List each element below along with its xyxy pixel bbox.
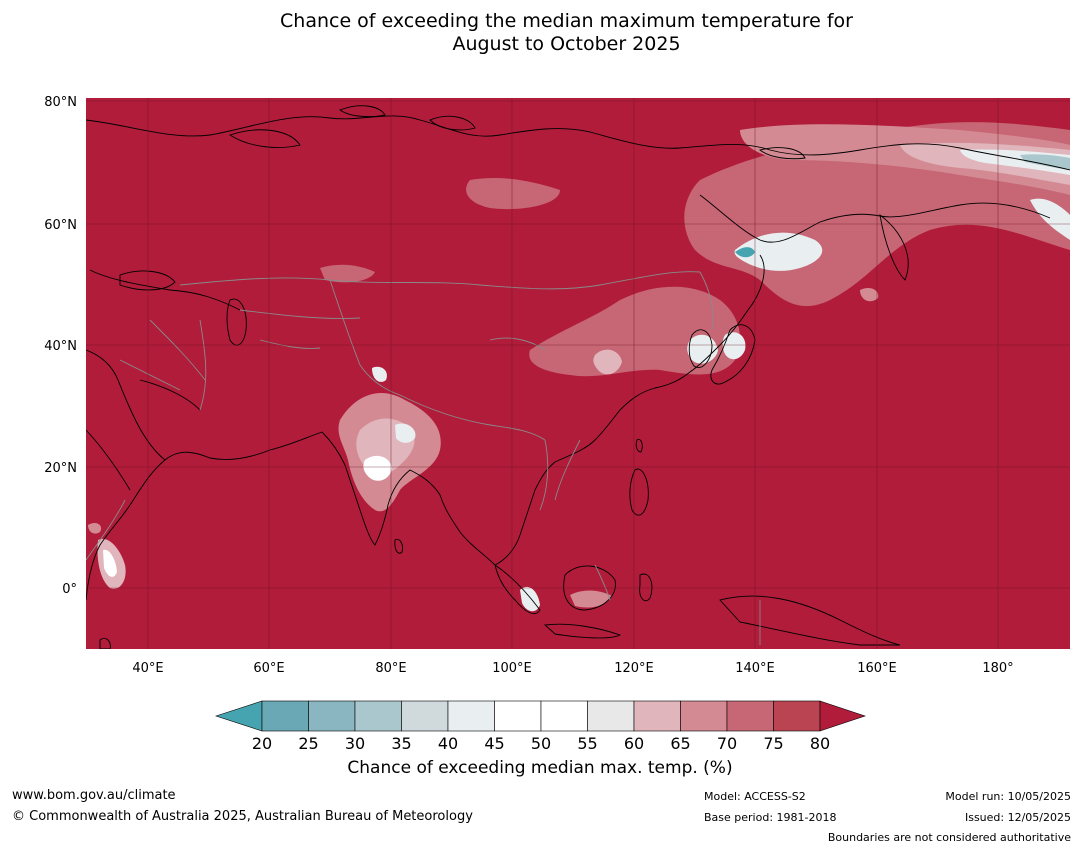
colorbar-under-arrow — [215, 700, 263, 732]
shade-siberia-west — [466, 178, 560, 210]
colorbar-segment — [401, 700, 449, 732]
shade-pacific — [860, 287, 879, 302]
graticule — [86, 98, 1070, 649]
model-run-label: Model run: 10/05/2025 — [945, 790, 1071, 803]
lon-tick-label: 140°E — [735, 661, 775, 676]
shade-kashmir — [372, 366, 387, 382]
model-label: Model: ACCESS-S2 — [704, 790, 806, 803]
lon-tick-label: 80°E — [375, 661, 406, 676]
colorbar-segment — [680, 700, 728, 732]
shade-arctic-band — [740, 124, 1070, 195]
colorbar-segment — [494, 700, 542, 732]
colorbar-segment — [354, 700, 402, 732]
lat-tick-label: 60°N — [44, 218, 77, 233]
base-period-label: Base period: 1981-2018 — [704, 811, 837, 824]
colorbar-segment — [726, 700, 774, 732]
colorbar-segment — [587, 700, 635, 732]
colorbar-tick-label: 65 — [670, 734, 690, 753]
shade-india-north — [395, 423, 416, 443]
shade-east-africa-white — [103, 549, 117, 577]
lon-tick-label: 120°E — [614, 661, 654, 676]
issued-label: Issued: 12/05/2025 — [964, 811, 1071, 824]
shade-sumatra — [520, 586, 540, 612]
colorbar-segment — [773, 700, 821, 732]
colorbar-segment — [308, 700, 356, 732]
shade-india-white — [363, 455, 392, 481]
lat-tick-label: 80°N — [44, 95, 77, 110]
disclaimer-text: Boundaries are not considered authoritat… — [827, 831, 1071, 844]
colorbar-segment — [633, 700, 681, 732]
lat-tick-label: 40°N — [44, 339, 77, 354]
title-line-1: Chance of exceeding the median maximum t… — [280, 10, 853, 32]
lon-tick-label: 40°E — [132, 661, 163, 676]
colorbar-tick-label: 25 — [298, 734, 318, 753]
colorbar-segment — [261, 700, 309, 732]
colorbar-over-arrow — [819, 700, 866, 732]
colorbar-tick-label: 75 — [763, 734, 783, 753]
colorbar-tick-label: 30 — [345, 734, 365, 753]
shade-japan — [722, 332, 746, 360]
colorbar-segment — [447, 700, 495, 732]
colorbar-tick-label: 45 — [484, 734, 504, 753]
coastlines — [86, 105, 1070, 649]
copyright-text: © Commonwealth of Australia 2025, Austra… — [12, 809, 473, 824]
colorbar-tick-label: 70 — [717, 734, 737, 753]
chart-title: Chance of exceeding the median maximum t… — [0, 10, 1081, 56]
colorbar-tick-label: 20 — [252, 734, 272, 753]
colorbar-tick-label: 80 — [810, 734, 830, 753]
shade-borneo — [570, 590, 612, 608]
title-line-2: August to October 2025 — [452, 33, 681, 55]
shade-china-north — [529, 286, 740, 377]
lon-tick-label: 180° — [982, 661, 1013, 676]
colorbar: 20 25 30 35 40 45 50 55 60 65 70 75 80 — [215, 700, 866, 753]
shade-arctic-blue — [1020, 154, 1070, 170]
colorbar-tick-label: 55 — [577, 734, 597, 753]
colorbar-tick-label: 40 — [438, 734, 458, 753]
shade-kamchatka — [1030, 198, 1070, 240]
colorbar-tick-label: 35 — [391, 734, 411, 753]
shade-okhotsk — [734, 232, 823, 271]
lon-tick-label: 160°E — [857, 661, 897, 676]
lon-tick-label: 60°E — [253, 661, 284, 676]
lat-tick-label: 20°N — [44, 461, 77, 476]
lat-tick-label: 0° — [62, 582, 77, 597]
lon-tick-label: 100°E — [492, 661, 532, 676]
colorbar-tick-label: 60 — [624, 734, 644, 753]
country-borders — [86, 271, 761, 645]
colorbar-title: Chance of exceeding median max. temp. (%… — [347, 758, 733, 778]
colorbar-tick-label: 50 — [531, 734, 551, 753]
website-link[interactable]: www.bom.gov.au/climate — [12, 788, 176, 803]
shade-horn — [88, 522, 102, 534]
colorbar-segment — [540, 700, 588, 732]
shade-china-east — [593, 349, 622, 375]
shade-central-asia — [320, 264, 375, 283]
shade-okhotsk-blue — [735, 247, 755, 258]
